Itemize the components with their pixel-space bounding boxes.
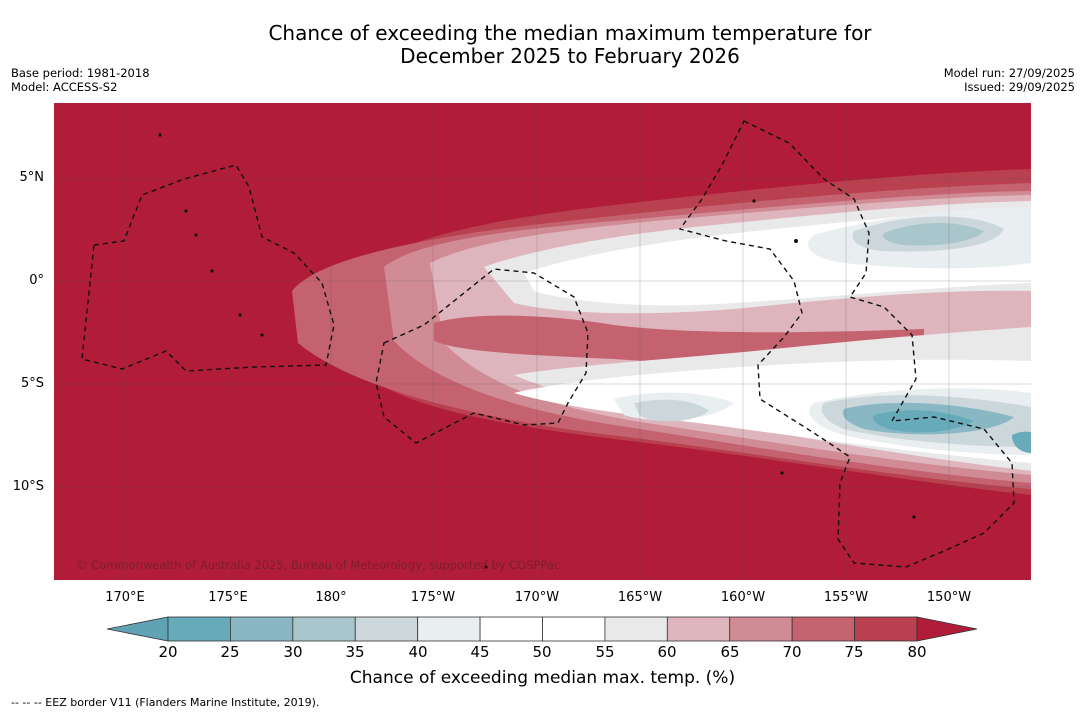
contour-25-south: [872, 410, 974, 433]
island: [210, 269, 214, 273]
title-line-1: Chance of exceeding the median maximum t…: [268, 21, 872, 45]
colorbar-label: Chance of exceeding median max. temp. (%…: [349, 668, 736, 688]
lon-label-170e: 170°E: [105, 590, 145, 605]
colorbar-cell: [417, 616, 481, 642]
lat-label-5n: 5°N: [19, 170, 45, 185]
copyright-text: © Commonwealth of Australia 2025, Bureau…: [76, 558, 561, 572]
colorbar-tick: 25: [220, 643, 240, 661]
base-period: Base period: 1981-2018: [11, 66, 150, 80]
eez-border-line-islands: [678, 120, 1015, 568]
contour-30-north: [883, 222, 984, 246]
lat-label-10s: 10°S: [12, 479, 44, 494]
colorbar-cell: [354, 616, 419, 642]
lon-label-180: 180°: [315, 590, 347, 605]
lon-label-150w: 150°W: [926, 590, 972, 605]
colorbar-tick: 35: [345, 643, 365, 661]
colorbar-cell: [791, 616, 855, 642]
colorbar-tick: 30: [283, 643, 303, 661]
colorbar-cell: [167, 616, 231, 642]
island: [158, 133, 162, 137]
issued-date: Issued: 29/09/2025: [964, 80, 1075, 94]
colorbar-tick: 65: [720, 643, 740, 661]
island: [194, 233, 198, 237]
lon-label-175w: 175°W: [410, 590, 456, 605]
colorbar-tick: 55: [595, 643, 615, 661]
colorbar-tick: 70: [782, 643, 802, 661]
island: [794, 239, 798, 243]
colorbar-tick: 60: [657, 643, 677, 661]
graticule: [54, 103, 1031, 580]
eez-border-phoenix: [375, 268, 589, 444]
colorbar-tick: 20: [158, 643, 178, 661]
colorbar: [107, 616, 978, 642]
island: [184, 209, 188, 213]
map-panel: © Commonwealth of Australia 2025, Bureau…: [54, 103, 1031, 580]
colorbar-cell: [604, 616, 668, 642]
colorbar-tick: 40: [408, 643, 428, 661]
colorbar-cells: [107, 616, 978, 642]
meta-left: Base period: 1981-2018 Model: ACCESS-S2: [11, 66, 150, 94]
islands: [158, 133, 916, 569]
colorbar-extend-high: [916, 616, 978, 642]
model-name: Model: ACCESS-S2: [11, 80, 118, 94]
island: [238, 313, 242, 317]
lon-label-160w: 160°W: [720, 590, 766, 605]
island: [484, 565, 488, 569]
colorbar-cell: [666, 616, 731, 642]
colorbar-cell: [542, 616, 606, 642]
colorbar-cell: [230, 616, 294, 642]
eez-border-kiribati-gilberts: [81, 164, 335, 372]
contour-35-mid: [634, 399, 709, 422]
colorbar-tick: 75: [844, 643, 864, 661]
eez-borders: [81, 120, 1015, 568]
lat-label-0: 0°: [29, 273, 44, 288]
temperature-map: [54, 103, 1031, 580]
colorbar-tick: 80: [907, 643, 927, 661]
meta-right: Model run: 27/09/2025 Issued: 29/09/2025: [944, 66, 1075, 94]
title-line-2: December 2025 to February 2026: [400, 44, 740, 68]
model-run: Model run: 27/09/2025: [943, 66, 1075, 80]
footnote-eez: -- -- -- EEZ border V11 (Flanders Marine…: [11, 696, 320, 709]
colorbar-cell: [292, 616, 356, 642]
colorbar-tick: 50: [532, 643, 552, 661]
chart-title: Chance of exceeding the median maximum t…: [0, 22, 1085, 68]
lon-label-170w: 170°W: [514, 590, 560, 605]
lon-label-175e: 175°E: [208, 590, 248, 605]
colorbar-cell: [854, 616, 918, 642]
island: [752, 199, 756, 203]
contour-25-east: [1012, 431, 1031, 453]
lon-label-155w: 155°W: [823, 590, 869, 605]
colorbar-tick: 45: [470, 643, 490, 661]
colorbar-cell: [479, 616, 543, 642]
island: [912, 515, 916, 519]
colorbar-cell: [729, 616, 793, 642]
island: [260, 333, 264, 337]
island: [780, 471, 784, 475]
lat-label-5s: 5°S: [20, 376, 44, 391]
lon-label-165w: 165°W: [617, 590, 663, 605]
colorbar-extend-low: [107, 616, 169, 642]
